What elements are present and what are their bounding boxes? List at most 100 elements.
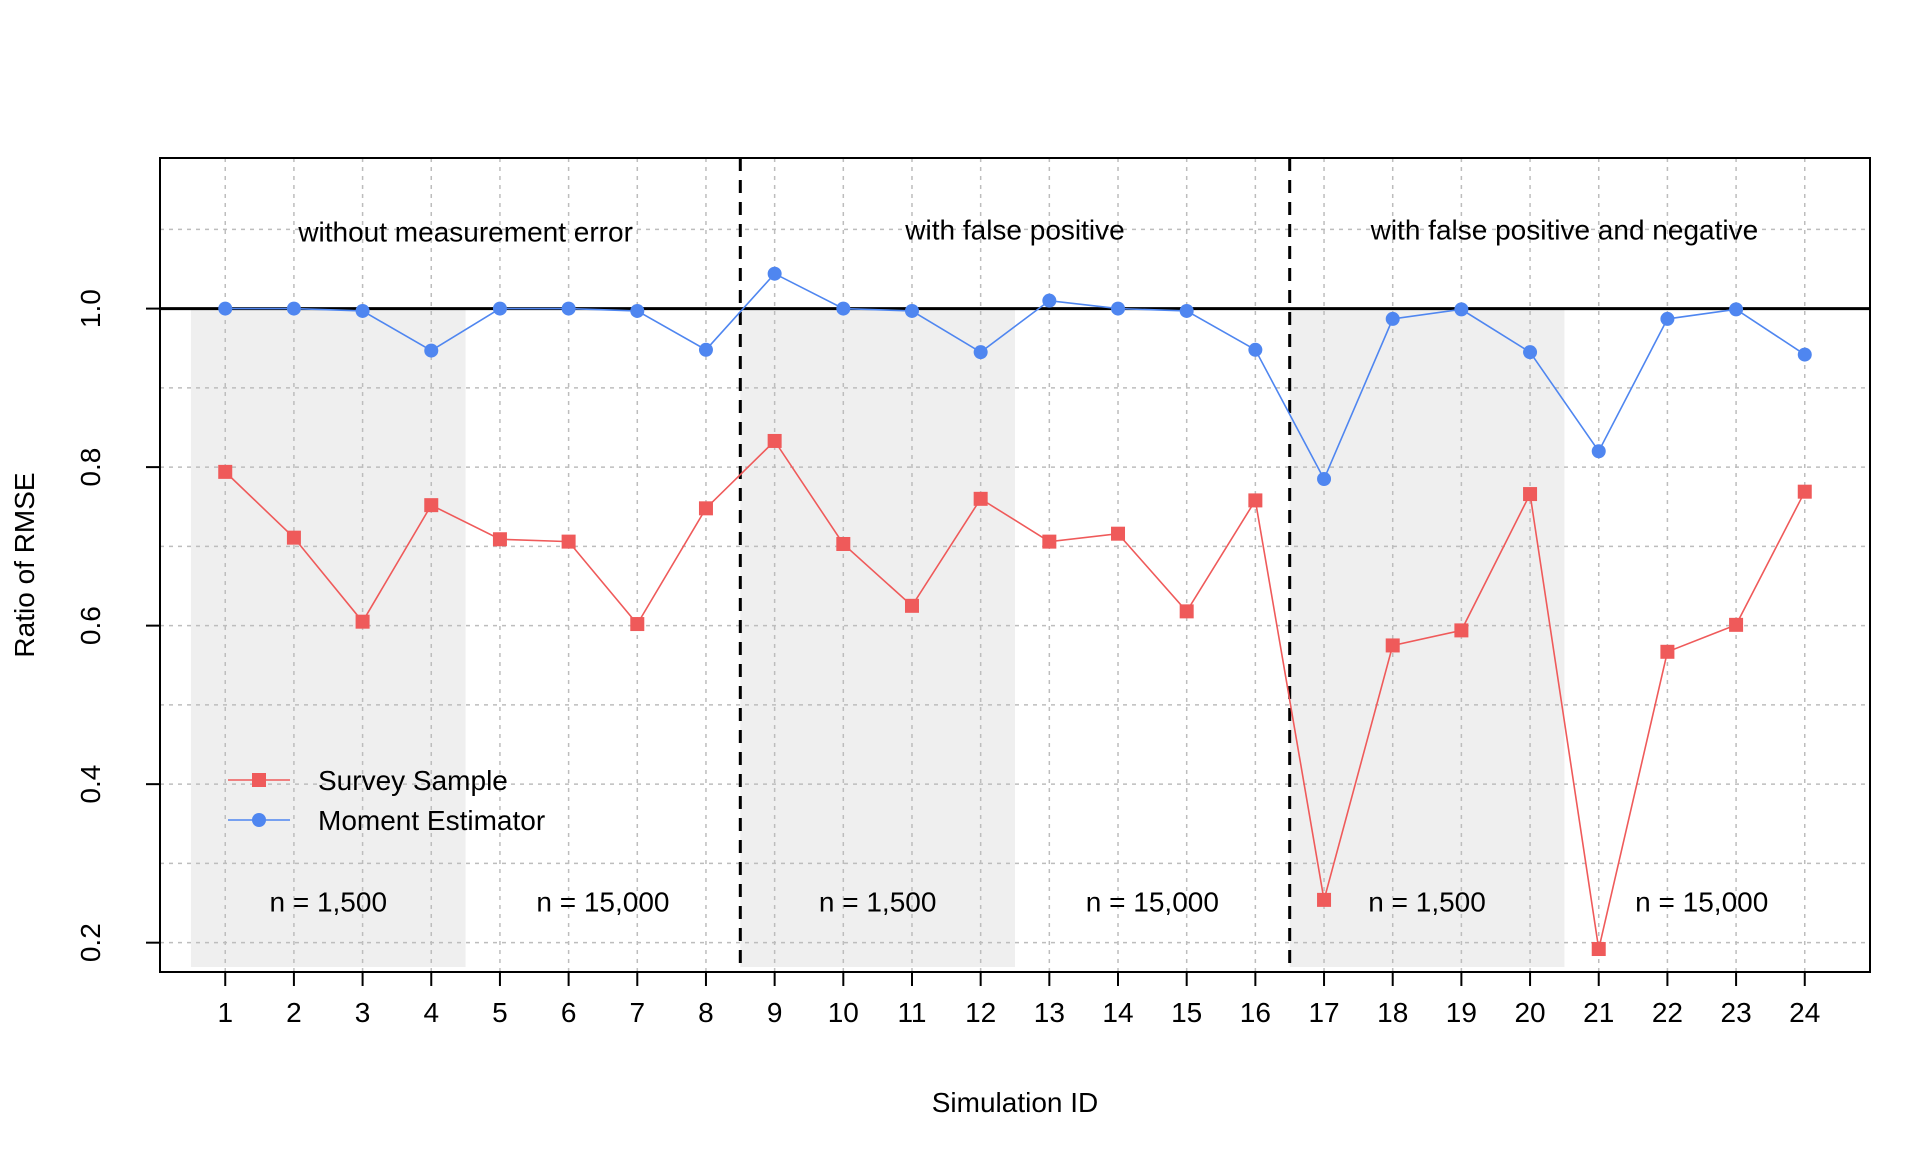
moment-estimator-point-17 [1317,472,1332,487]
survey-sample-point-13 [1042,534,1057,549]
sample-size-label-2: n = 15,000 [536,886,669,917]
x-tick-label-11: 11 [897,997,926,1028]
x-tick-label-6: 6 [561,997,577,1028]
moment-estimator-point-10 [836,301,851,316]
survey-sample-point-8 [698,501,713,516]
moment-estimator-point-13 [1042,293,1057,308]
y-axis-title: Ratio of RMSE [9,472,40,657]
moment-estimator-point-5 [492,301,507,316]
legend-marker-moment-estimator [252,813,266,827]
moment-estimator-point-23 [1729,302,1744,317]
x-tick-label-3: 3 [355,997,371,1028]
section-label-3: with false positive and negative [1370,214,1759,245]
survey-sample-point-10 [836,536,851,551]
survey-sample-point-7 [630,617,645,632]
x-tick-label-23: 23 [1721,997,1752,1028]
survey-sample-point-21 [1591,942,1606,957]
survey-sample-point-22 [1660,644,1675,659]
survey-sample-point-4 [424,498,439,513]
sample-size-label-5: n = 1,500 [1368,886,1486,917]
series-line-2 [225,272,1806,481]
survey-sample-point-3 [355,614,370,629]
legend-marker-survey-sample [252,773,266,787]
moment-estimator-point-18 [1385,311,1400,326]
survey-sample-point-2 [286,530,301,545]
sample-size-label-6: n = 15,000 [1635,886,1768,917]
section-label-1: without measurement error [297,217,633,248]
x-tick-label-20: 20 [1514,997,1545,1028]
survey-sample-point-11 [904,598,919,613]
y-tick-label-0: 0.2 [75,923,106,962]
moment-estimator-point-9 [767,266,782,281]
x-tick-label-22: 22 [1652,997,1683,1028]
x-tick-label-9: 9 [767,997,783,1028]
reference-lines [160,158,1870,972]
shaded-regions [190,308,1565,967]
survey-sample-point-5 [492,532,507,547]
y-tick-label-1: 0.4 [75,765,106,804]
survey-sample-point-20 [1523,487,1538,502]
moment-estimator-point-14 [1111,301,1126,316]
survey-sample-point-16 [1248,493,1263,508]
survey-sample-point-6 [561,534,576,549]
x-tick-label-21: 21 [1583,997,1614,1028]
x-tick-label-4: 4 [423,997,439,1028]
survey-sample-point-15 [1179,604,1194,619]
survey-sample-point-12 [973,491,988,506]
y-tick-label-4: 1.0 [75,289,106,328]
x-axis-title: Simulation ID [932,1087,1099,1118]
moment-estimator-point-21 [1591,444,1606,459]
section-label-2: with false positive [904,214,1124,245]
moment-estimator-point-15 [1179,303,1194,318]
x-tick-label-8: 8 [698,997,714,1028]
x-tick-label-1: 1 [217,997,233,1028]
moment-estimator-point-24 [1797,347,1812,362]
series-line-1 [224,439,1806,950]
x-tick-label-14: 14 [1102,997,1133,1028]
x-tick-label-16: 16 [1240,997,1271,1028]
x-tick-label-13: 13 [1034,997,1065,1028]
x-tick-label-5: 5 [492,997,508,1028]
moment-estimator-point-3 [355,303,370,318]
moment-estimator-point-19 [1454,302,1469,317]
axes: 1 2 3 4 5 6 7 8 9 10 11 12 13 14 15 16 17 18 19 20 21 22 23 240… [9,157,1871,1118]
y-tick-label-3: 0.8 [75,448,106,487]
legend-label-2: Moment Estimator [318,805,545,836]
sample-size-label-4: n = 15,000 [1086,886,1219,917]
x-tick-label-12: 12 [965,997,996,1028]
moment-estimator-point-8 [698,342,713,357]
y-tick-label-2: 0.6 [75,606,106,645]
survey-sample-point-1 [218,464,233,479]
x-tick-label-10: 10 [828,997,859,1028]
moment-estimator-point-11 [904,303,919,318]
moment-estimator-point-12 [973,345,988,360]
moment-estimator-point-7 [630,303,645,318]
moment-estimator-point-6 [561,301,576,316]
sample-size-label-3: n = 1,500 [819,886,937,917]
legend-label-1: Survey Sample [318,765,508,796]
x-tick-label-19: 19 [1446,997,1477,1028]
x-tick-label-15: 15 [1171,997,1202,1028]
legend: Survey Sample Moment Estimator [228,765,545,836]
x-tick-label-18: 18 [1377,997,1408,1028]
survey-sample-point-17 [1317,892,1332,907]
grid-lines [160,158,1870,972]
survey-sample-point-14 [1111,526,1126,541]
moment-estimator-point-1 [218,301,233,316]
survey-sample-point-9 [767,433,782,448]
x-tick-label-7: 7 [630,997,646,1028]
x-tick-label-2: 2 [286,997,302,1028]
moment-estimator-point-16 [1248,342,1263,357]
shaded-region-1 [190,308,466,967]
annotations: without measurement error with false posi… [269,214,1768,917]
sample-size-label-1: n = 1,500 [269,886,387,917]
survey-sample-point-23 [1729,617,1744,632]
x-tick-label-17: 17 [1308,997,1339,1028]
survey-sample-point-19 [1454,623,1469,638]
data-series [218,266,1812,957]
moment-estimator-point-2 [286,301,301,316]
moment-estimator-point-4 [424,343,439,358]
survey-sample-point-24 [1797,484,1812,499]
